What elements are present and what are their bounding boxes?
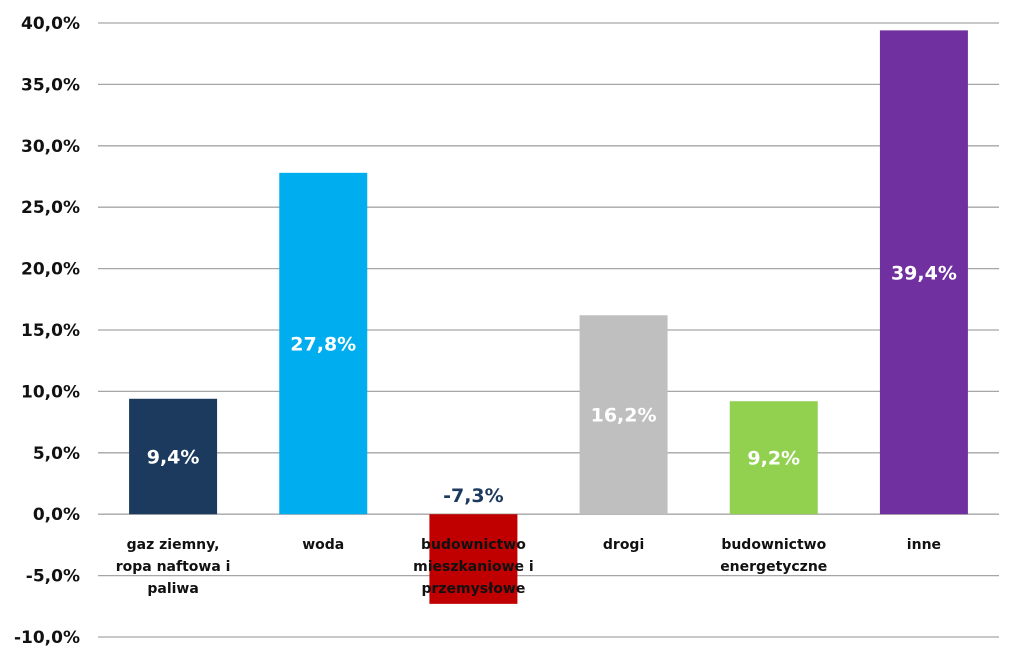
- y-tick-label: 0,0%: [33, 505, 80, 525]
- bars: [129, 30, 968, 604]
- category-label: inne: [907, 537, 941, 553]
- data-label: 9,4%: [147, 446, 200, 468]
- y-tick-label: 40,0%: [21, 14, 80, 34]
- category-label: gaz ziemny, ropa naftowa i paliwa: [116, 537, 231, 597]
- data-label: 27,8%: [290, 334, 356, 356]
- bar: [579, 315, 668, 515]
- category-label: woda: [302, 537, 344, 553]
- data-label: -7,3%: [443, 485, 504, 507]
- y-tick-label: 20,0%: [21, 260, 80, 280]
- data-label: 39,4%: [891, 262, 957, 284]
- data-label: 9,2%: [747, 448, 800, 470]
- x-axis-category-labels: gaz ziemny, ropa naftowa i paliwa woda budow…: [116, 537, 941, 597]
- y-tick-label: 5,0%: [33, 444, 80, 464]
- bar: [879, 30, 968, 515]
- bar: [129, 398, 218, 515]
- bar: [279, 172, 368, 515]
- gridlines: [98, 22, 999, 638]
- y-tick-label: 25,0%: [21, 198, 80, 218]
- category-label: budownictwo mieszkaniowe i przemysłowe: [413, 537, 534, 597]
- data-labels: 9,4% 27,8% -7,3% 16,2% 9,2% 39,4%: [147, 262, 957, 507]
- y-tick-label: 35,0%: [21, 75, 80, 95]
- y-tick-label: -10,0%: [14, 628, 80, 648]
- y-tick-label: 30,0%: [21, 137, 80, 157]
- data-label: 16,2%: [591, 405, 657, 427]
- bar: [429, 514, 518, 604]
- y-tick-label: 10,0%: [21, 382, 80, 402]
- category-label: budownictwo energetyczne: [720, 537, 827, 575]
- y-axis-tick-labels: -10,0% -5,0% 0,0% 5,0% 10,0% 15,0% 20,0% 25,0% 3…: [14, 14, 80, 648]
- y-tick-label: -5,0%: [26, 567, 80, 587]
- bar: [729, 401, 818, 515]
- y-tick-label: 15,0%: [21, 321, 80, 341]
- category-label: drogi: [603, 537, 644, 553]
